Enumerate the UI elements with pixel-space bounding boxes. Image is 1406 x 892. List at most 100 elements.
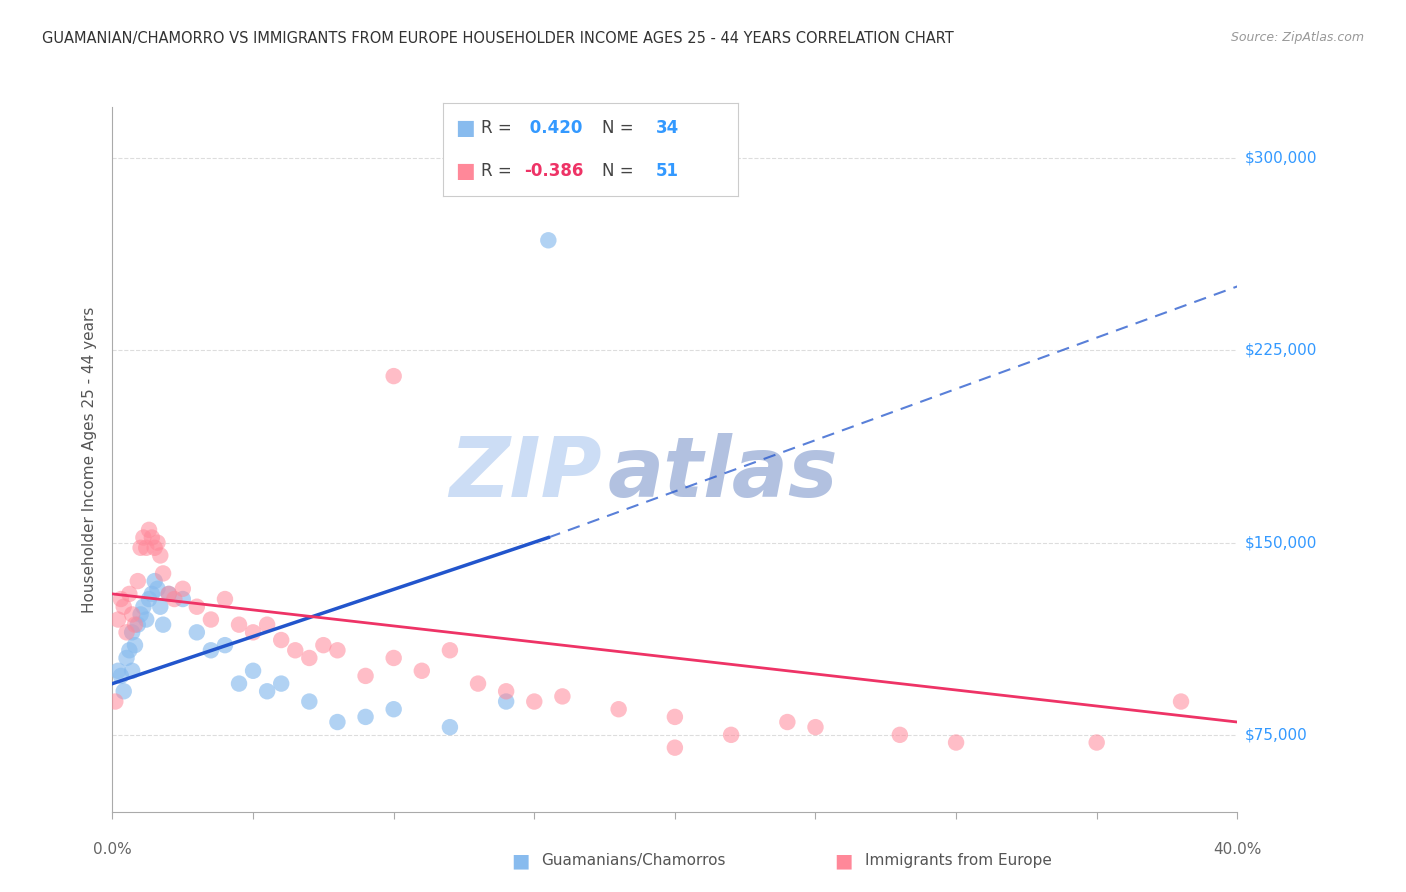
Point xyxy=(112,599,135,614)
Point xyxy=(149,599,172,614)
Point xyxy=(776,714,799,729)
Point xyxy=(121,625,143,640)
Text: ■: ■ xyxy=(510,851,530,871)
Point xyxy=(382,369,405,384)
Point xyxy=(1170,694,1192,708)
Point xyxy=(152,566,174,581)
Point xyxy=(146,582,169,596)
Point xyxy=(118,643,141,657)
Point xyxy=(523,694,546,708)
Text: Source: ZipAtlas.com: Source: ZipAtlas.com xyxy=(1230,31,1364,45)
Point xyxy=(138,523,160,537)
Point xyxy=(945,735,967,749)
Point xyxy=(411,664,433,678)
Text: $225,000: $225,000 xyxy=(1244,343,1316,358)
Point xyxy=(127,617,149,632)
Point xyxy=(326,714,349,729)
Point xyxy=(354,669,377,683)
Point xyxy=(132,531,155,545)
Point xyxy=(495,684,517,698)
Point xyxy=(242,625,264,640)
Point xyxy=(551,690,574,704)
Point xyxy=(157,587,180,601)
Text: $150,000: $150,000 xyxy=(1244,535,1316,550)
Point xyxy=(228,617,250,632)
Point xyxy=(200,613,222,627)
Point xyxy=(664,740,686,755)
Point xyxy=(200,643,222,657)
Point xyxy=(132,599,155,614)
Point xyxy=(107,664,129,678)
Text: Guamanians/Chamorros: Guamanians/Chamorros xyxy=(541,854,725,868)
Point xyxy=(135,541,157,555)
Point xyxy=(495,694,517,708)
Text: GUAMANIAN/CHAMORRO VS IMMIGRANTS FROM EUROPE HOUSEHOLDER INCOME AGES 25 - 44 YEA: GUAMANIAN/CHAMORRO VS IMMIGRANTS FROM EU… xyxy=(42,31,953,46)
Point xyxy=(382,651,405,665)
Point xyxy=(112,684,135,698)
Point xyxy=(354,710,377,724)
Text: 0.0%: 0.0% xyxy=(93,842,132,857)
Text: Immigrants from Europe: Immigrants from Europe xyxy=(865,854,1052,868)
Point xyxy=(607,702,630,716)
Point xyxy=(720,728,742,742)
Point xyxy=(439,643,461,657)
Point xyxy=(124,638,146,652)
Text: $300,000: $300,000 xyxy=(1244,151,1317,166)
Point xyxy=(115,651,138,665)
Point xyxy=(138,592,160,607)
Point xyxy=(129,541,152,555)
Text: R =: R = xyxy=(481,162,517,180)
Point xyxy=(141,531,163,545)
Point xyxy=(228,676,250,690)
Point xyxy=(256,684,278,698)
Point xyxy=(326,643,349,657)
Point xyxy=(149,549,172,563)
Point xyxy=(110,669,132,683)
Point xyxy=(163,592,186,607)
Text: atlas: atlas xyxy=(607,433,838,514)
Point xyxy=(270,676,292,690)
Point xyxy=(664,710,686,724)
Text: 51: 51 xyxy=(655,162,679,180)
Text: -0.386: -0.386 xyxy=(524,162,583,180)
Point xyxy=(186,625,208,640)
Point xyxy=(118,587,141,601)
Point xyxy=(284,643,307,657)
Point xyxy=(172,592,194,607)
Text: 40.0%: 40.0% xyxy=(1213,842,1261,857)
Point xyxy=(242,664,264,678)
Point xyxy=(1085,735,1108,749)
Point xyxy=(141,587,163,601)
Point xyxy=(143,541,166,555)
Point xyxy=(121,607,143,622)
Point xyxy=(104,694,127,708)
Text: ■: ■ xyxy=(454,118,474,138)
Point xyxy=(214,638,236,652)
Point xyxy=(467,676,489,690)
Text: N =: N = xyxy=(602,162,640,180)
Point xyxy=(121,664,143,678)
Text: $75,000: $75,000 xyxy=(1244,727,1308,742)
Point xyxy=(439,720,461,734)
Point xyxy=(107,613,129,627)
Point xyxy=(115,625,138,640)
Point xyxy=(270,633,292,648)
Text: ZIP: ZIP xyxy=(449,433,602,514)
Point xyxy=(124,617,146,632)
Text: R =: R = xyxy=(481,119,517,136)
Point xyxy=(135,613,157,627)
Text: 34: 34 xyxy=(655,119,679,136)
Point xyxy=(152,617,174,632)
Text: 0.420: 0.420 xyxy=(524,119,582,136)
Point xyxy=(143,574,166,588)
Point xyxy=(256,617,278,632)
Point xyxy=(214,592,236,607)
Point xyxy=(127,574,149,588)
Point xyxy=(298,694,321,708)
Point xyxy=(172,582,194,596)
Text: ■: ■ xyxy=(454,161,474,181)
Point xyxy=(537,233,560,247)
Point xyxy=(129,607,152,622)
Point xyxy=(382,702,405,716)
Point xyxy=(804,720,827,734)
